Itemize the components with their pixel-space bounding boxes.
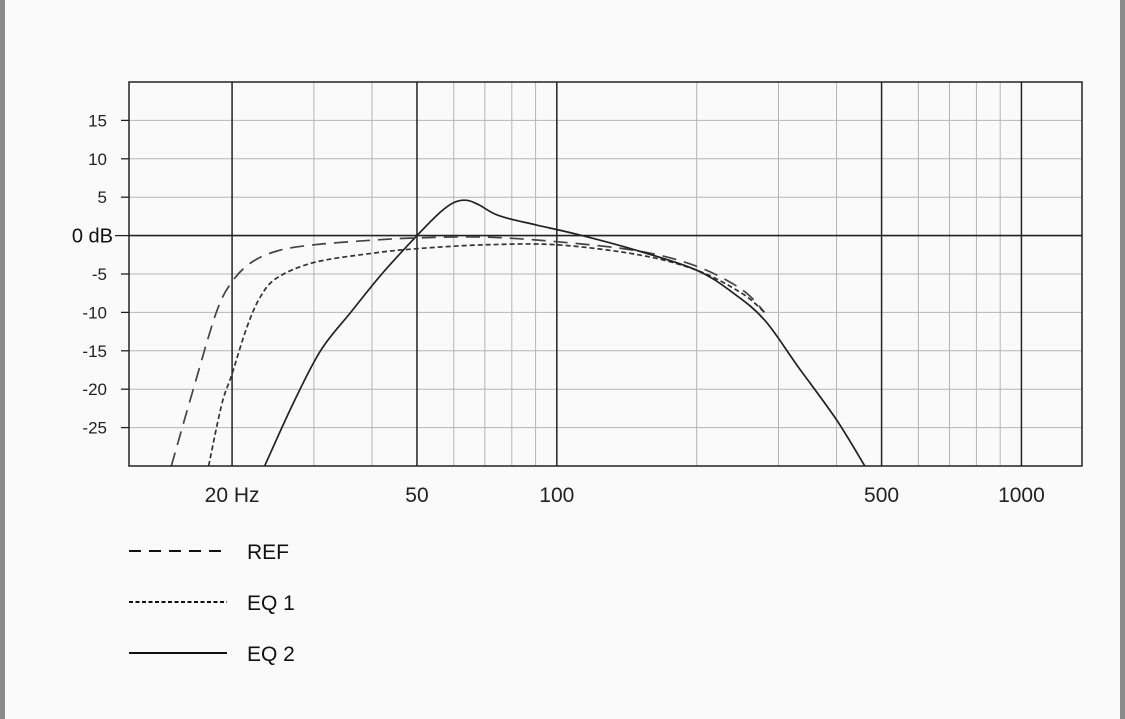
y-tick-label: 0 dB — [72, 226, 113, 248]
x-tick-label: 100 — [539, 484, 574, 507]
x-tick-label: 500 — [864, 484, 899, 507]
series-line-eq-1 — [207, 243, 766, 467]
frequency-response-chart: 15 10 5 0 dB -5 -10 -15 -20 -25 20 Hz 50 100 500 100… — [72, 81, 1083, 666]
legend-label: REF — [247, 541, 289, 564]
x-tick-label: 50 — [405, 484, 428, 507]
y-tick-label: -25 — [82, 419, 107, 438]
legend-label: EQ 1 — [247, 592, 295, 615]
y-tick-label: -10 — [82, 303, 107, 322]
y-tick-label: 15 — [88, 111, 107, 130]
legend: REF EQ 1 EQ 2 — [129, 541, 295, 666]
y-tick-label: 10 — [88, 150, 107, 169]
series-line-ref — [170, 236, 766, 467]
x-tick-label: 20 Hz — [205, 484, 260, 507]
y-tick-label: -5 — [92, 265, 107, 284]
y-tick-label: 5 — [98, 188, 107, 207]
series-line-eq-2 — [263, 199, 866, 467]
y-tick-label: -20 — [82, 380, 107, 399]
x-tick-label: 1000 — [998, 484, 1045, 507]
y-tick-label: -15 — [82, 342, 107, 361]
legend-label: EQ 2 — [247, 643, 295, 666]
